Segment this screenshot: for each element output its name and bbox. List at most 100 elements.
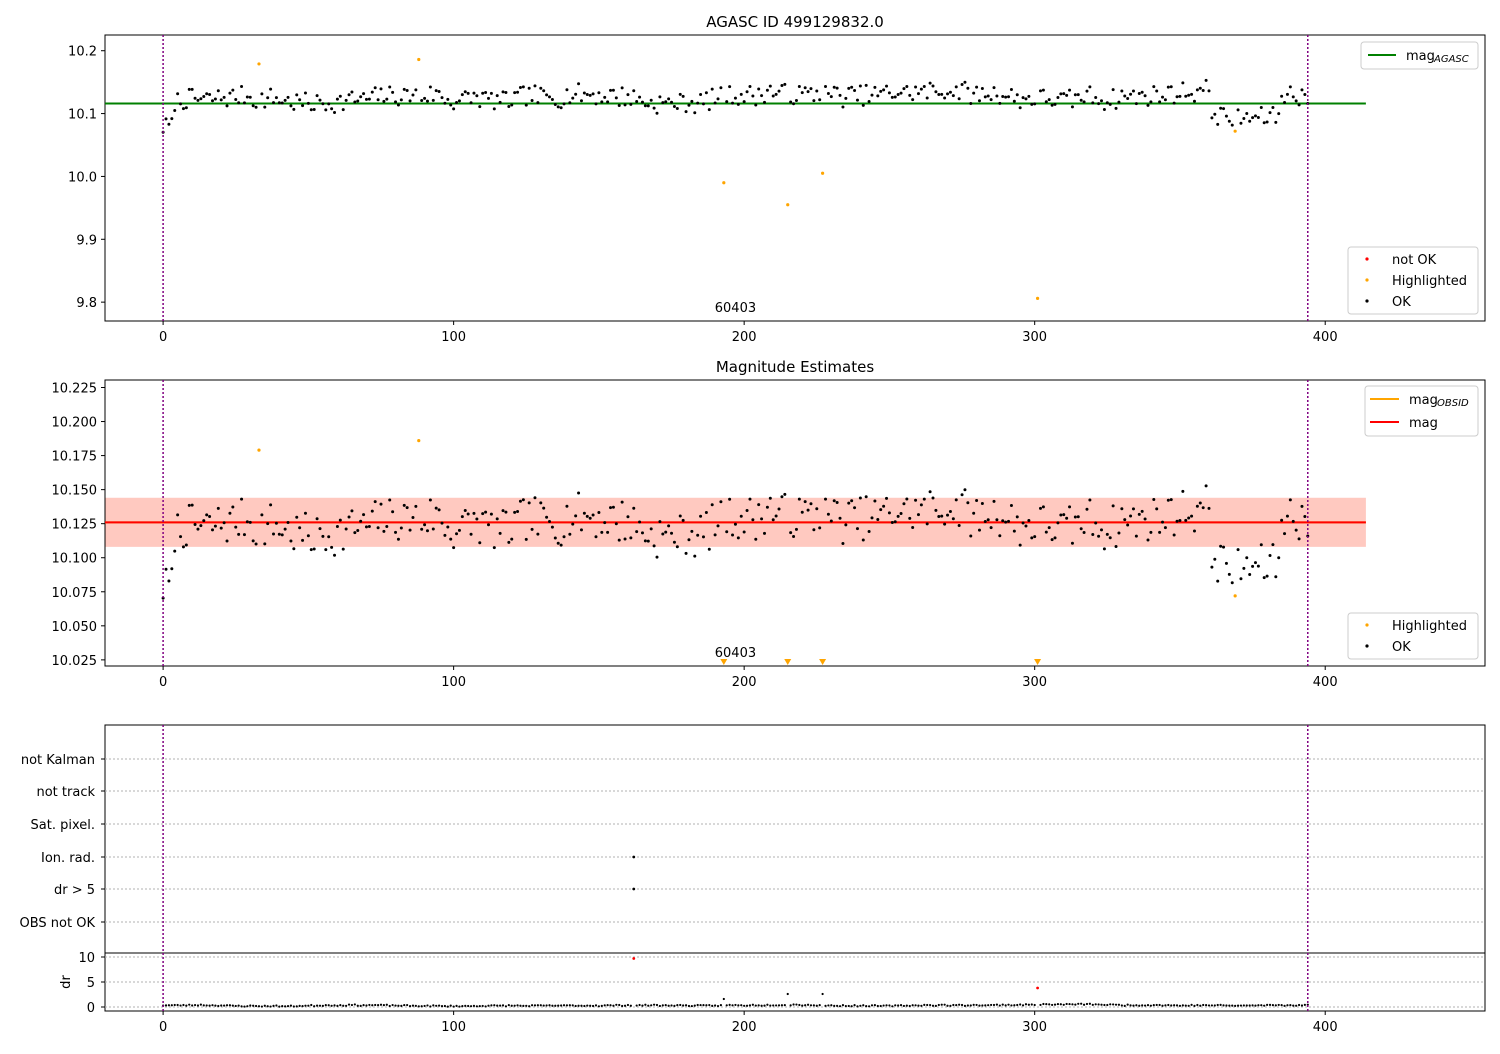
ok-point bbox=[835, 86, 839, 90]
dr-point bbox=[725, 1004, 728, 1007]
dr-point bbox=[533, 1004, 537, 1007]
ok-point bbox=[1041, 88, 1045, 92]
dr-point bbox=[484, 1005, 487, 1008]
ok-point bbox=[550, 525, 554, 529]
ok-point bbox=[533, 84, 537, 88]
ok-point bbox=[847, 501, 851, 505]
ok-point bbox=[1280, 94, 1284, 98]
ok-point bbox=[704, 511, 708, 515]
ok-point bbox=[350, 90, 354, 94]
ok-point bbox=[1172, 101, 1176, 105]
dr-point bbox=[963, 1004, 967, 1007]
ok-point bbox=[298, 526, 302, 530]
ok-point bbox=[286, 521, 290, 525]
dr-point bbox=[618, 1003, 621, 1007]
ok-point bbox=[1041, 505, 1045, 509]
dr-point bbox=[333, 1004, 336, 1007]
ok-point bbox=[379, 502, 383, 506]
ok-point bbox=[484, 510, 488, 514]
ok-point bbox=[434, 89, 438, 93]
ok-point bbox=[1137, 512, 1141, 516]
ok-point bbox=[858, 84, 862, 88]
dr-point bbox=[926, 1003, 929, 1007]
ok-point bbox=[553, 102, 557, 106]
ok-point bbox=[768, 84, 772, 88]
dr-point bbox=[179, 1004, 182, 1007]
ok-point bbox=[797, 85, 801, 89]
ok-point bbox=[1169, 85, 1173, 89]
dr-point bbox=[894, 1004, 897, 1007]
dr-point bbox=[318, 1004, 322, 1007]
highlighted-point bbox=[722, 181, 726, 185]
ok-point bbox=[992, 86, 996, 90]
ok-point bbox=[1285, 92, 1289, 96]
ok-point bbox=[1076, 93, 1080, 97]
ok-point bbox=[661, 532, 665, 536]
dr-point bbox=[545, 1004, 548, 1007]
dr-point bbox=[606, 1004, 609, 1007]
ok-point bbox=[548, 95, 552, 99]
dr-point bbox=[478, 1005, 481, 1008]
dr-point bbox=[818, 1004, 821, 1007]
y-tick-label: 10.075 bbox=[52, 586, 98, 601]
ok-point bbox=[963, 488, 967, 492]
ok-point bbox=[440, 96, 444, 100]
dr-point bbox=[714, 1004, 717, 1007]
line-legend: mag AGASC bbox=[1360, 41, 1479, 70]
ok-point bbox=[832, 85, 836, 89]
dr-point bbox=[937, 1003, 940, 1007]
ok-point bbox=[1015, 515, 1019, 519]
ok-point bbox=[1085, 507, 1089, 511]
ok-point bbox=[266, 96, 270, 100]
ok-point bbox=[824, 85, 828, 89]
ok-point bbox=[443, 101, 447, 105]
legend-marker bbox=[1365, 299, 1369, 303]
dr-point bbox=[679, 1003, 682, 1007]
ok-point bbox=[437, 89, 441, 93]
dr-point bbox=[452, 1005, 455, 1008]
ok-point bbox=[882, 504, 886, 508]
dr-point bbox=[780, 1004, 784, 1007]
ok-point bbox=[1120, 89, 1124, 93]
ok-point bbox=[492, 546, 496, 550]
dr-point bbox=[214, 1004, 217, 1007]
ok-point bbox=[792, 102, 796, 106]
dr-point bbox=[562, 1004, 566, 1007]
flag-point bbox=[632, 855, 636, 859]
ok-point bbox=[1236, 108, 1240, 112]
ok-point bbox=[1181, 81, 1185, 85]
dr-point bbox=[557, 1004, 560, 1007]
ok-point bbox=[486, 523, 490, 527]
ok-point bbox=[844, 96, 848, 100]
ok-point bbox=[1100, 99, 1104, 103]
dr-point bbox=[1065, 1002, 1068, 1006]
ok-point bbox=[838, 516, 842, 520]
ok-point bbox=[867, 99, 871, 103]
ok-point bbox=[925, 96, 929, 100]
ok-point bbox=[1277, 112, 1281, 116]
ok-point bbox=[315, 94, 319, 98]
dr-point bbox=[1068, 1002, 1071, 1006]
ok-point bbox=[481, 91, 485, 95]
dr-point bbox=[902, 1004, 906, 1008]
ok-point bbox=[841, 105, 845, 109]
ok-point bbox=[635, 100, 639, 104]
ok-point bbox=[739, 514, 743, 518]
dr-point bbox=[591, 1004, 595, 1008]
ok-point bbox=[1201, 88, 1205, 92]
ok-point bbox=[1265, 120, 1269, 124]
ok-point bbox=[1070, 105, 1074, 109]
dr-point bbox=[310, 1003, 313, 1007]
ok-point bbox=[237, 532, 241, 536]
ok-point bbox=[1056, 521, 1060, 525]
ok-point bbox=[829, 95, 833, 99]
dr-point bbox=[798, 1003, 801, 1007]
legend-box bbox=[1347, 612, 1479, 660]
ok-point bbox=[902, 502, 906, 506]
ok-point bbox=[388, 85, 392, 89]
dr-point bbox=[629, 1004, 632, 1007]
ok-point bbox=[969, 102, 973, 106]
ok-point bbox=[1027, 94, 1031, 98]
dr-point bbox=[176, 1003, 179, 1007]
